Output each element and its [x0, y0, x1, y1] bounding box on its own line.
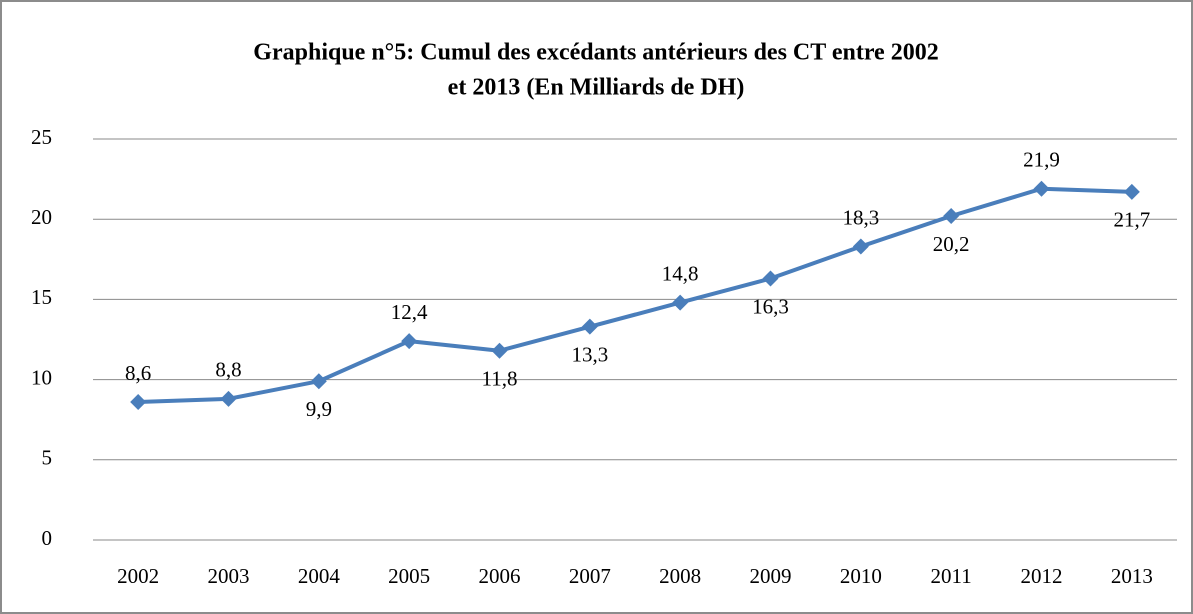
y-tick-label: 25	[31, 125, 52, 149]
data-label: 11,8	[482, 367, 518, 391]
y-tick-label: 20	[31, 205, 52, 229]
data-point	[943, 207, 960, 224]
data-point	[672, 294, 689, 311]
data-label: 13,3	[571, 342, 608, 366]
data-point	[581, 318, 598, 335]
data-line	[138, 186, 1132, 405]
data-point	[220, 390, 237, 407]
data-point	[1123, 183, 1140, 200]
y-tick-label: 5	[42, 446, 53, 470]
data-point	[852, 238, 869, 255]
data-label: 21,7	[1113, 208, 1150, 232]
x-tick-label: 2009	[750, 564, 792, 588]
data-label: 16,3	[752, 294, 789, 318]
x-tick-label: 2004	[298, 564, 341, 588]
x-tick-label: 2005	[388, 564, 430, 588]
x-tick-label: 2003	[208, 564, 250, 588]
y-tick-label: 10	[31, 365, 52, 389]
x-tick-label: 2007	[569, 564, 611, 588]
data-label: 18,3	[842, 205, 879, 229]
chart-title: et 2013 (En Milliards de DH)	[448, 75, 745, 101]
data-label: 8,8	[215, 358, 241, 382]
data-point	[130, 394, 147, 411]
data-label: 14,8	[662, 261, 699, 285]
data-point	[401, 333, 418, 350]
data-label: 8,6	[125, 361, 151, 385]
y-tick-label: 15	[31, 285, 52, 309]
data-point	[762, 270, 779, 287]
x-tick-label: 2002	[117, 564, 159, 588]
data-label: 12,4	[391, 300, 428, 324]
data-label: 20,2	[933, 232, 970, 256]
data-point	[491, 342, 508, 359]
chart-title: Graphique n°5: Cumul des excédants antér…	[253, 40, 938, 66]
x-tick-label: 2012	[1021, 564, 1063, 588]
y-tick-label: 0	[42, 526, 53, 550]
data-label: 9,9	[306, 397, 332, 421]
x-tick-label: 2006	[479, 564, 521, 588]
x-tick-label: 2010	[840, 564, 882, 588]
data-label: 21,9	[1023, 148, 1060, 172]
x-tick-label: 2013	[1111, 564, 1153, 588]
data-point	[310, 373, 327, 390]
data-point	[1033, 180, 1050, 197]
x-tick-label: 2011	[931, 564, 972, 588]
x-tick-label: 2008	[659, 564, 701, 588]
